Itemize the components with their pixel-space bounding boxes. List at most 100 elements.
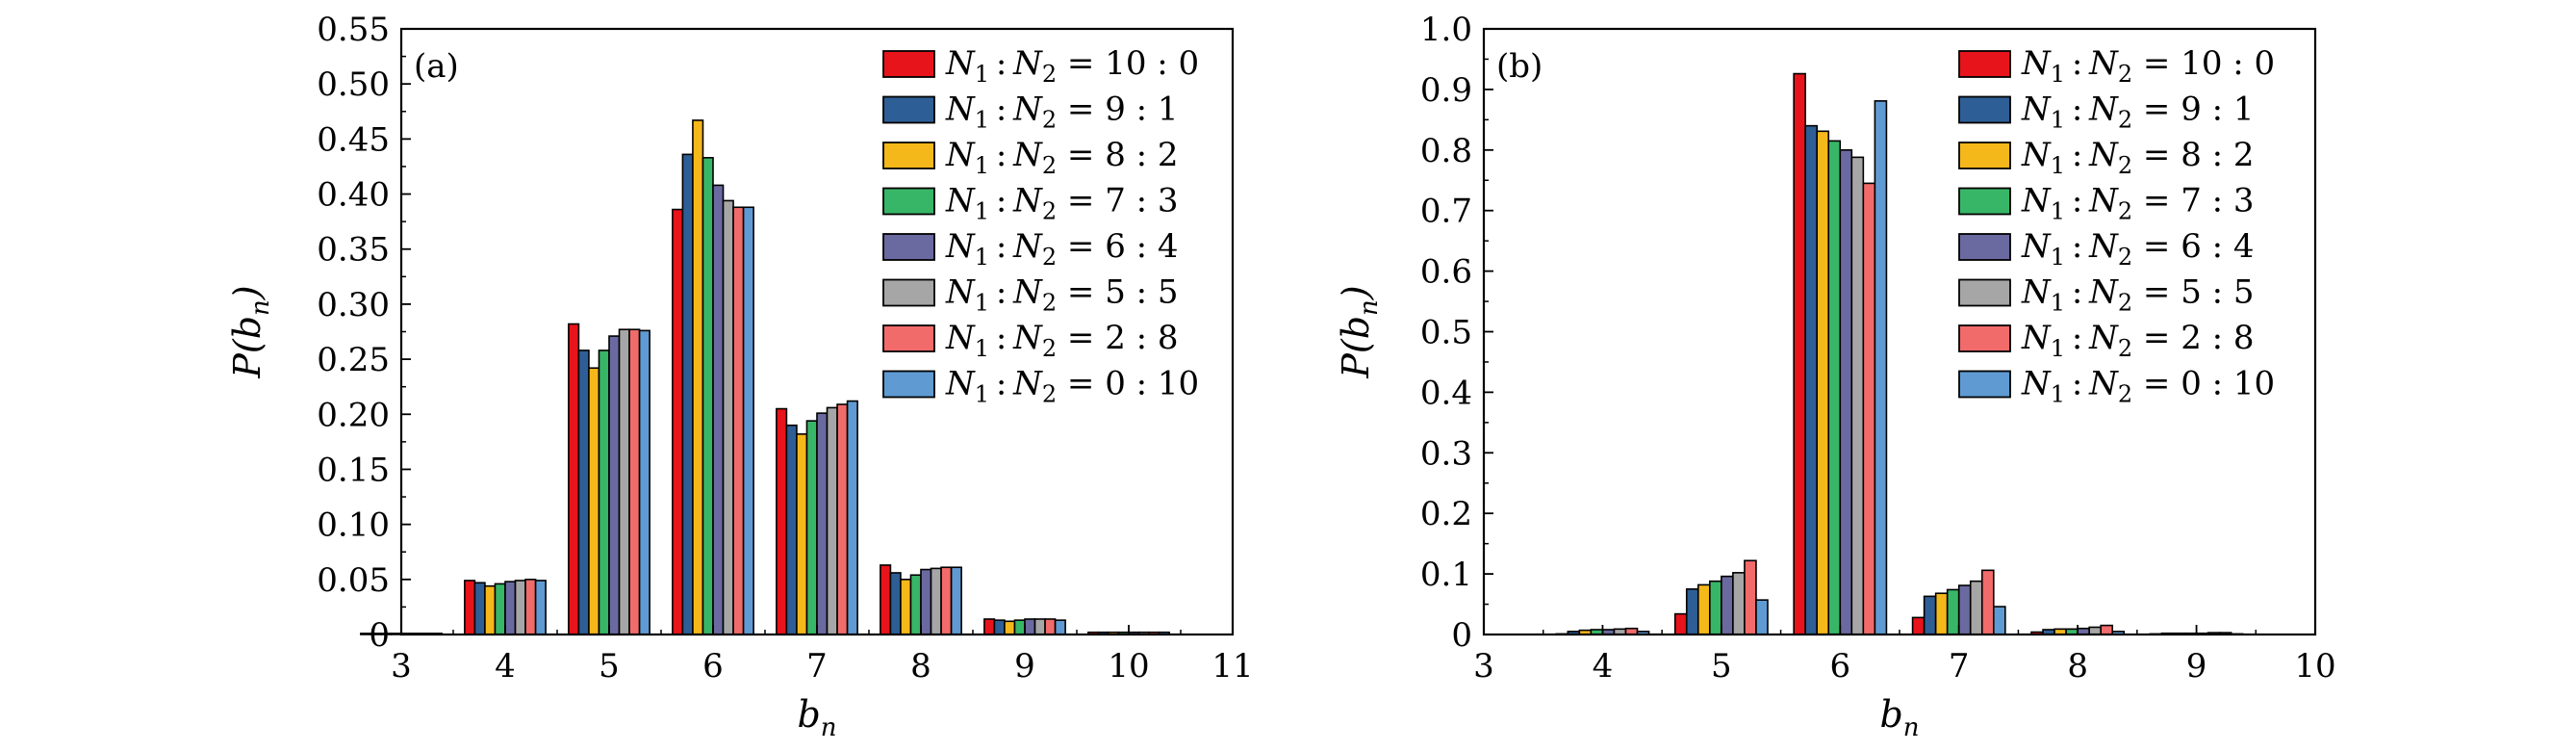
- panel-a-bar: [950, 566, 962, 635]
- panel-b-bar: [1732, 572, 1746, 635]
- panel-b-bar: [1744, 559, 1757, 635]
- panel-a-x-tick-label: 10: [1108, 647, 1149, 686]
- panel-a-legend-label: N1 : N2 = 8 : 2N1 : N2 = 8 : 2: [945, 136, 1179, 179]
- panel-a-bar: [900, 579, 912, 635]
- panel-a-y-tick-label: 0.25: [317, 341, 390, 379]
- panel-a-legend-label: N1 : N2 = 5 : 5N1 : N2 = 5 : 5: [945, 273, 1179, 317]
- panel-b-legend-label: N1 : N2 = 2 : 8N1 : N2 = 2 : 8: [2021, 319, 2255, 362]
- panel-a-bar: [608, 335, 621, 635]
- panel-a-x-tick-label: 6: [702, 647, 724, 686]
- panel-b-y-tick-label: 0: [1451, 616, 1472, 655]
- panel-b-legend-swatch: [1958, 324, 2011, 352]
- panel-b-bar: [1946, 588, 1960, 635]
- panel-a-bar: [484, 584, 497, 635]
- panel-b-bar: [1969, 580, 1983, 635]
- panel-a-bar: [504, 581, 517, 635]
- panel-b-y-tick-label: 0.1: [1420, 556, 1472, 594]
- panel-a-y-tick-label: 0.30: [317, 286, 390, 324]
- panel-b-bar: [1696, 583, 1711, 635]
- panel-a-bar: [672, 208, 684, 635]
- panel-b-x-tick-label: 3: [1473, 647, 1494, 686]
- panel-b-y-tick-label: 0.2: [1420, 495, 1472, 533]
- panel-a-bar: [930, 567, 942, 635]
- panel-a-bar: [524, 579, 537, 635]
- panel-a-legend-label: N1 : N2 = 7 : 3N1 : N2 = 7 : 3: [945, 182, 1179, 225]
- panel-a-bar: [826, 406, 838, 635]
- panel-a-legend-swatch: [882, 187, 935, 216]
- panel-a-bar: [1024, 618, 1036, 635]
- panel-a-y-axis-label: P(b_n)P(bn): [226, 285, 275, 378]
- panel-a-bar: [940, 566, 953, 635]
- panel-a-bar: [692, 119, 704, 635]
- panel-a-bar: [598, 350, 610, 635]
- panel-a-bar: [880, 564, 892, 635]
- panel-a-chart: 3 4 5 6 7 8 9 10 11 0 0.05 0.10 0.15 0.20 0.25 0.30 0.35…: [226, 11, 1254, 742]
- panel-b-x-tick-label: 4: [1593, 647, 1614, 686]
- panel-b-legend-swatch: [1958, 50, 2011, 78]
- panel-b-bar: [1993, 606, 2006, 635]
- panel-b-legend-label: N1 : N2 = 6 : 4N1 : N2 = 6 : 4: [2021, 227, 2255, 271]
- panel-a-y-tick-label: 0.45: [317, 120, 390, 159]
- panel-a-legend-swatch: [882, 278, 935, 307]
- panel-a-x-tick-label: 4: [495, 647, 516, 686]
- panel-a-bar: [1004, 620, 1016, 635]
- panel-b-bar: [1957, 584, 1972, 635]
- panel-a-legend-label: N1 : N2 = 9 : 1N1 : N2 = 9 : 1: [945, 91, 1179, 134]
- panel-a-y-tick-label: 0.20: [317, 396, 390, 434]
- panel-a-bar: [1044, 618, 1057, 635]
- panel-a-legend-swatch: [882, 233, 935, 261]
- panel-a-bar: [732, 206, 745, 635]
- panel-a-bar: [568, 323, 580, 635]
- panel-a-bar: [628, 328, 641, 635]
- panel-b-legend-swatch: [1958, 278, 2011, 307]
- panel-a-bar: [816, 412, 829, 635]
- panel-a-legend-label: N1 : N2 = 0 : 10N1 : N2 = 0 : 10: [945, 365, 1199, 408]
- panel-b-x-tick-label: 10: [2294, 647, 2335, 686]
- panel-b-bar: [2100, 624, 2114, 635]
- panel-b-legend-label: N1 : N2 = 10 : 0 N1 : N2 = 10 : 0: [2021, 44, 2275, 88]
- panel-a-bar: [836, 403, 849, 635]
- panel-b-legend-swatch: [1958, 187, 2011, 216]
- panel-a-y-tick-label: 0.10: [317, 506, 390, 545]
- panel-a-x-tick-label: 9: [1014, 647, 1035, 686]
- panel-a-bar: [534, 580, 547, 635]
- panel-b-bar: [1874, 100, 1888, 635]
- panel-a-bar: [588, 367, 600, 635]
- panel-a-x-tick-label: 3: [391, 647, 412, 686]
- panel-a-x-axis-label: b_nbn: [797, 693, 836, 742]
- panel-b-bar: [1721, 575, 1734, 635]
- panel-a-x-tick-label: 5: [599, 647, 620, 686]
- panel-a-bar: [796, 433, 808, 635]
- panel-a-bar: [742, 206, 754, 635]
- panel-b-bar: [1709, 580, 1722, 635]
- panel-b-y-tick-label: 0.9: [1420, 71, 1472, 110]
- panel-b-bar: [1804, 124, 1819, 635]
- panel-b-legend-label: N1 : N2 = 8 : 2N1 : N2 = 8 : 2: [2021, 136, 2255, 179]
- panel-b-bar: [1850, 156, 1865, 635]
- panel-a-legend-swatch: [882, 324, 935, 352]
- panel-b-y-tick-label: 0.4: [1420, 374, 1472, 412]
- panel-b-y-axis-label: P(b_n)P(bn): [1335, 285, 1384, 378]
- panel-a-legend-swatch: [882, 370, 935, 399]
- panel-a-bar: [712, 184, 725, 635]
- panel-a-legend-label: N1 : N2 = 6 : 4N1 : N2 = 6 : 4: [945, 227, 1179, 271]
- panel-a-legend-swatch: [882, 142, 935, 169]
- panel-b-y-tick-label: 0.3: [1420, 434, 1472, 473]
- panel-a-y-tick-label: 0: [369, 616, 390, 655]
- panel-b-y-tick-label: 0.7: [1420, 193, 1472, 231]
- panel-b-y-tick-label: 0.5: [1420, 314, 1472, 352]
- panel-a-y-tick-label: 0.55: [317, 11, 390, 49]
- panel-a-y-tick-label: 0.50: [317, 65, 390, 104]
- panel-a-bar: [909, 574, 922, 635]
- panel-b-y-tick-label: 0.8: [1420, 132, 1472, 170]
- panel-a-y-tick-label: 0.15: [317, 451, 390, 489]
- panel-b-x-tick-label: 8: [2067, 647, 2088, 686]
- panel-a-panel-label: (a): [414, 47, 459, 86]
- panel-a-y-tick-label: 0.05: [317, 561, 390, 600]
- panel-a-bar: [776, 407, 788, 635]
- panel-b-bar: [1980, 569, 1995, 635]
- panel-b-bar: [1827, 140, 1842, 635]
- panel-b-legend-swatch: [1958, 142, 2011, 169]
- panel-b-bar: [1685, 588, 1699, 635]
